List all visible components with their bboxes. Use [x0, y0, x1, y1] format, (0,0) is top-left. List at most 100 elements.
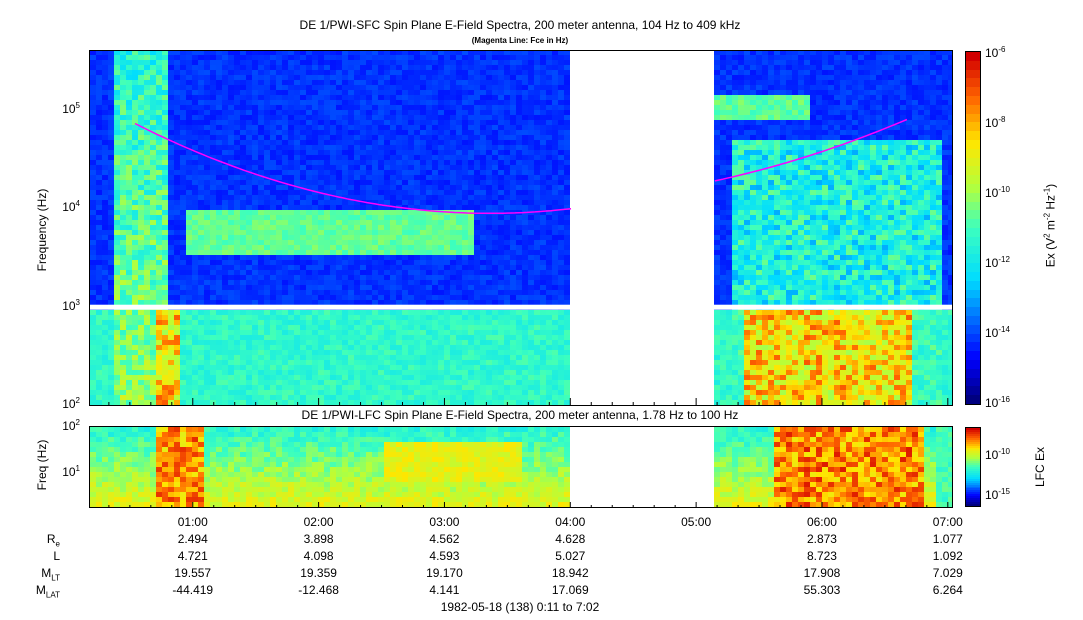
sfc-cell	[354, 365, 360, 370]
sfc-cell	[198, 110, 204, 115]
sfc-cell	[144, 75, 150, 80]
sfc-cell	[162, 195, 168, 200]
sfc-cell	[366, 190, 372, 195]
sfc-cell	[186, 110, 192, 115]
sfc-cell	[270, 120, 276, 125]
sfc-cell	[168, 115, 174, 120]
sfc-cell	[198, 50, 204, 55]
sfc-cell	[306, 395, 312, 400]
sfc-cell	[276, 185, 282, 190]
sfc-cell	[240, 360, 246, 365]
sfc-cell	[282, 230, 288, 235]
sfc-cell	[222, 380, 228, 385]
sfc-cell	[378, 190, 384, 195]
sfc-cell	[246, 105, 252, 110]
sfc-cell	[234, 380, 240, 385]
sfc-cell	[432, 60, 438, 65]
sfc-cell	[378, 160, 384, 165]
sfc-cell	[492, 165, 498, 170]
sfc-cell	[240, 340, 246, 345]
sfc-cell	[378, 370, 384, 375]
sfc-cell	[336, 105, 342, 110]
sfc-cell	[282, 170, 288, 175]
sfc-cell	[354, 55, 360, 60]
sfc-cell	[258, 200, 264, 205]
sfc-cell	[282, 150, 288, 155]
sfc-cell	[372, 365, 378, 370]
sfc-cell	[504, 85, 510, 90]
sfc-cell	[222, 65, 228, 70]
sfc-cell	[378, 175, 384, 180]
sfc-cell	[474, 360, 480, 365]
sfc-cell	[258, 160, 264, 165]
sfc-cell	[126, 150, 132, 155]
sfc-cell	[444, 105, 450, 110]
sfc-cell	[432, 265, 438, 270]
sfc-cell	[132, 340, 138, 345]
sfc-cell	[330, 60, 336, 65]
sfc-cell	[258, 180, 264, 185]
sfc-cell	[204, 190, 210, 195]
sfc-cell	[252, 260, 258, 265]
sfc-cell	[96, 95, 102, 100]
sfc-cell	[264, 140, 270, 145]
sfc-cell	[444, 80, 450, 85]
sfc-cell	[486, 225, 492, 230]
sfc-cell	[366, 130, 372, 135]
sfc-cell	[360, 145, 366, 150]
sfc-cell	[504, 255, 510, 260]
sfc-cell	[354, 125, 360, 130]
sfc-cell	[204, 180, 210, 185]
sfc-cell	[462, 105, 468, 110]
sfc-cell	[468, 290, 474, 295]
sfc-cell	[270, 265, 276, 270]
sfc-cell	[120, 95, 126, 100]
sfc-cell	[342, 325, 348, 330]
sfc-cell	[144, 130, 150, 135]
sfc-cell	[246, 310, 252, 315]
sfc-cell	[144, 345, 150, 350]
sfc-cell	[150, 110, 156, 115]
sfc-cell	[258, 310, 264, 315]
sfc-cell	[240, 330, 246, 335]
sfc-cell	[474, 75, 480, 80]
sfc-cell	[198, 260, 204, 265]
sfc-cell	[360, 115, 366, 120]
sfc-cell	[504, 295, 510, 300]
sfc-cell	[474, 345, 480, 350]
sfc-cell	[360, 205, 366, 210]
sfc-cell	[180, 85, 186, 90]
sfc-cell	[336, 200, 342, 205]
sfc-cell	[96, 215, 102, 220]
sfc-cell	[372, 240, 378, 245]
sfc-cell	[372, 130, 378, 135]
sfc-cell	[324, 95, 330, 100]
sfc-cell	[492, 180, 498, 185]
sfc-cell	[348, 145, 354, 150]
sfc-cell	[318, 210, 324, 215]
sfc-cell	[186, 130, 192, 135]
sfc-cell	[162, 145, 168, 150]
sfc-cell	[264, 355, 270, 360]
sfc-cell	[96, 380, 102, 385]
sfc-cell	[504, 320, 510, 325]
sfc-cell	[240, 170, 246, 175]
sfc-cell	[330, 345, 336, 350]
sfc-cell	[312, 145, 318, 150]
sfc-cell	[174, 255, 180, 260]
sfc-cell	[90, 230, 96, 235]
sfc-cell	[432, 95, 438, 100]
sfc-cell	[234, 365, 240, 370]
sfc-cell	[396, 155, 402, 160]
sfc-cell	[174, 90, 180, 95]
sfc-cell	[408, 315, 414, 320]
sfc-cell	[222, 135, 228, 140]
sfc-cell	[492, 370, 498, 375]
sfc-cell	[426, 210, 432, 215]
sfc-cell	[498, 155, 504, 160]
sfc-cell	[342, 295, 348, 300]
sfc-cell	[282, 325, 288, 330]
sfc-cell	[390, 275, 396, 280]
sfc-cell	[288, 400, 294, 405]
sfc-cell	[294, 375, 300, 380]
